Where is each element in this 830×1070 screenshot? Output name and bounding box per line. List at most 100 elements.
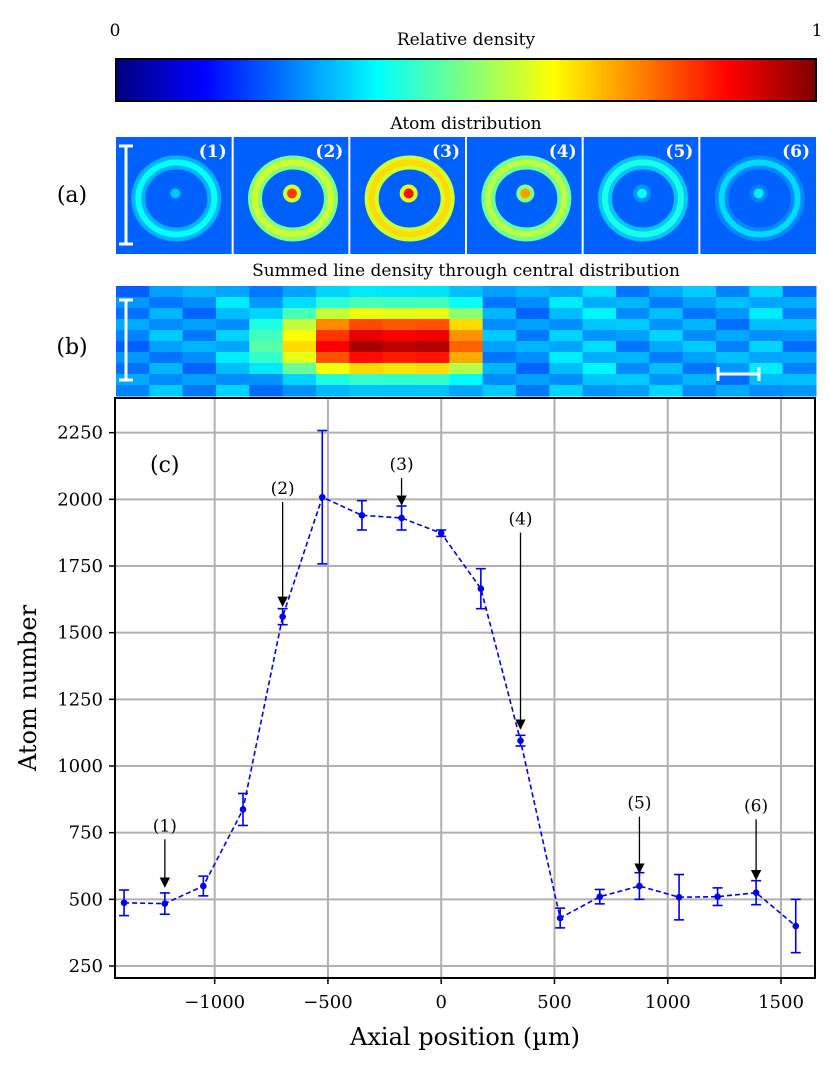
heatmap-cell bbox=[549, 374, 584, 386]
panel-a-frames: (1) (2) (3) (4) (5) (6) bbox=[116, 137, 816, 254]
heatmap-cell bbox=[416, 319, 450, 331]
heatmap-cell bbox=[149, 330, 184, 342]
heatmap-cell bbox=[349, 330, 384, 342]
heatmap-cell bbox=[716, 286, 750, 298]
heatmap-cell bbox=[582, 374, 617, 386]
heatmap-cell bbox=[449, 319, 484, 331]
heatmap-cell bbox=[482, 385, 517, 397]
heatmap-cell bbox=[649, 308, 684, 320]
chart-grid bbox=[115, 398, 815, 978]
heatmap-cell bbox=[382, 297, 417, 309]
heatmap-cell bbox=[416, 363, 450, 375]
heatmap-cell bbox=[716, 385, 750, 397]
heatmap-cell bbox=[749, 385, 784, 397]
colorbar-min-label: 0 bbox=[110, 21, 121, 41]
heatmap-cell bbox=[749, 374, 784, 386]
heatmap-cell bbox=[416, 308, 450, 320]
heatmap-cell bbox=[282, 363, 317, 375]
heatmap-cell bbox=[449, 330, 484, 342]
heatmap-cell bbox=[316, 352, 350, 364]
frame-label: (4) bbox=[549, 142, 577, 162]
y-tick-label: 500 bbox=[69, 889, 103, 910]
heatmap-cell bbox=[449, 374, 484, 386]
y-tick-label: 250 bbox=[69, 956, 103, 977]
heatmap-cell bbox=[749, 330, 784, 342]
heatmap-cell bbox=[649, 363, 684, 375]
data-point bbox=[596, 893, 604, 900]
heatmap-cell bbox=[449, 308, 484, 320]
heatmap-cell bbox=[649, 385, 684, 397]
atom-ring bbox=[602, 159, 684, 238]
heatmap-cell bbox=[449, 297, 484, 309]
heatmap-cell bbox=[782, 308, 817, 320]
chart-ticks: −1000 −500 0 500 1000 1500 250 500 750 1000 1250 15… bbox=[57, 423, 804, 1013]
heatmap-cell bbox=[282, 330, 317, 342]
x-tick-label: 500 bbox=[537, 992, 571, 1013]
x-axis-label: Axial position (µm) bbox=[349, 1023, 580, 1051]
panel-b: Summed line density through central dist… bbox=[56, 261, 817, 397]
heatmap-cell bbox=[516, 341, 550, 353]
heatmap-cell bbox=[216, 352, 250, 364]
atom-core bbox=[287, 188, 297, 199]
x-tick-label: 1000 bbox=[645, 992, 691, 1013]
heatmap-cell bbox=[316, 297, 350, 309]
panel-b-horizontal-scale-bar bbox=[716, 367, 761, 381]
heatmap-cell bbox=[282, 319, 317, 331]
heatmap-cell bbox=[482, 341, 517, 353]
heatmap-cell bbox=[582, 308, 617, 320]
data-point bbox=[161, 900, 169, 907]
data-point bbox=[675, 893, 683, 901]
colorbar-max-label: 1 bbox=[812, 21, 823, 41]
atom-core bbox=[520, 188, 531, 199]
heatmap-cell bbox=[682, 319, 717, 331]
heatmap-cell bbox=[482, 374, 517, 386]
heatmap-cell bbox=[249, 297, 284, 309]
x-tick-label: −500 bbox=[303, 992, 352, 1013]
heatmap-cell bbox=[649, 330, 684, 342]
heatmap-cell bbox=[682, 330, 717, 342]
heatmap-cell bbox=[549, 297, 584, 309]
panel-c-tag: (c) bbox=[150, 453, 180, 478]
heatmap-cell bbox=[749, 341, 784, 353]
heatmap-cell bbox=[149, 308, 184, 320]
heatmap-cell bbox=[449, 341, 484, 353]
heatmap-cell bbox=[616, 363, 650, 375]
heatmap-cell bbox=[316, 341, 350, 353]
data-point bbox=[752, 889, 760, 896]
heatmap-cell bbox=[749, 319, 784, 331]
annotation-label: (6) bbox=[744, 796, 768, 816]
heatmap-cell bbox=[516, 363, 550, 375]
heatmap-cell bbox=[716, 308, 750, 320]
heatmap-cell bbox=[349, 319, 384, 331]
data-point bbox=[714, 893, 721, 900]
heatmap-cell bbox=[516, 352, 550, 364]
frame-label: (5) bbox=[665, 142, 693, 162]
heatmap-cell bbox=[716, 374, 750, 386]
heatmap-cell bbox=[682, 297, 717, 309]
heatmap-cell bbox=[482, 330, 517, 342]
heatmap-cell bbox=[216, 385, 250, 397]
heatmap-cell bbox=[349, 297, 384, 309]
frame-label: (3) bbox=[432, 142, 460, 162]
frame-label: (6) bbox=[782, 142, 810, 162]
data-point bbox=[636, 882, 643, 890]
atom-frame: (5) bbox=[581, 137, 700, 254]
heatmap-cell bbox=[216, 374, 250, 386]
heatmap-cell bbox=[616, 297, 650, 309]
heatmap-cell bbox=[782, 363, 817, 375]
heatmap-cell bbox=[349, 385, 384, 397]
heatmap-cell bbox=[116, 363, 150, 375]
heatmap-cell bbox=[616, 330, 650, 342]
heatmap-cell bbox=[616, 352, 650, 364]
annotation-label: (5) bbox=[627, 794, 651, 814]
heatmap-cell bbox=[716, 352, 750, 364]
heatmap-cell bbox=[516, 286, 550, 298]
heatmap-cell bbox=[316, 330, 350, 342]
heatmap-cell bbox=[482, 363, 517, 375]
heatmap-cell bbox=[449, 363, 484, 375]
heatmap-cell bbox=[749, 352, 784, 364]
heatmap-cell bbox=[116, 330, 150, 342]
heatmap-cell bbox=[616, 374, 650, 386]
heatmap-cell bbox=[549, 341, 584, 353]
annotation-label: (4) bbox=[508, 510, 532, 530]
